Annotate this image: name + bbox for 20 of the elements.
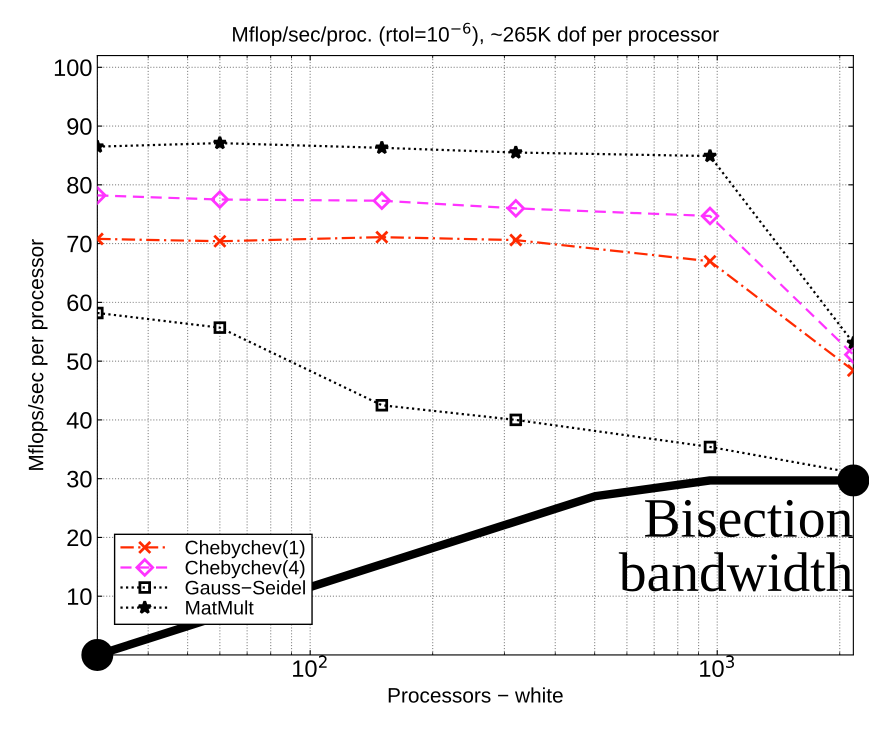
series-label: Bisection bandwidth — [618, 500, 853, 592]
y-tick-label: 80 — [67, 176, 92, 194]
y-tick-label: 30 — [67, 470, 92, 488]
y-tick-label: 60 — [67, 294, 92, 312]
x-tick-label: 10$^{2}$ — [293, 655, 327, 677]
legend-label: Chebychev(1) — [186, 540, 304, 558]
y-tick-label: 50 — [67, 353, 92, 370]
x-axis-title: Processors − white — [388, 687, 563, 703]
y-tick-label: 40 — [66, 412, 92, 429]
x-tick-label: 10$^{3}$ — [700, 655, 734, 677]
chart-title: Mflop/sec/proc. (rtol=10$^{−6}$), ~265K dof per processor — [233, 22, 719, 46]
y-tick-label: 70 — [67, 236, 92, 252]
y-tick-label: 10 — [68, 588, 92, 605]
y-tick-label: 90 — [67, 118, 92, 135]
y-tick-label: 20 — [67, 530, 92, 546]
legend-label: MatMult — [186, 600, 254, 615]
legend-label: Gauss−Seidel — [186, 580, 305, 595]
y-axis-title: Mflops/sec per processor — [28, 239, 48, 470]
y-tick-label: 100 — [54, 59, 92, 76]
legend-label: Chebychev(4) — [186, 560, 304, 578]
